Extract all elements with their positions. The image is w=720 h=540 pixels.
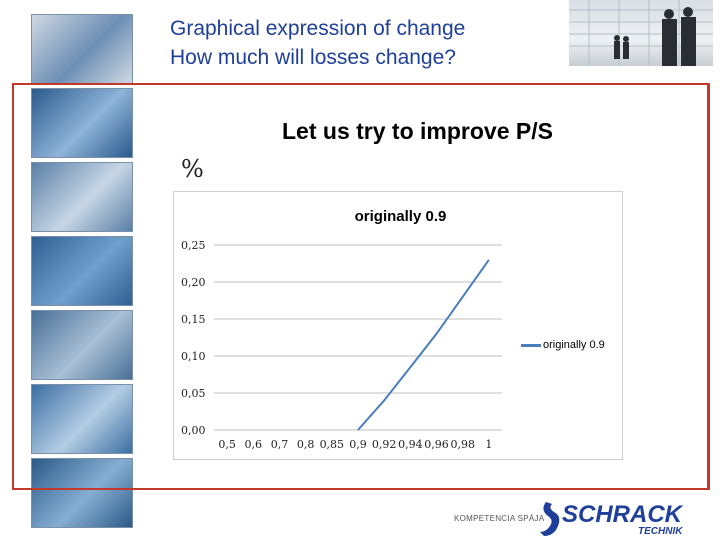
schrack-logo: SCHRACK TECHNIK bbox=[540, 501, 684, 537]
x-tick-label: 0,98 bbox=[450, 438, 475, 451]
y-tick-label: 0,00 bbox=[181, 424, 206, 437]
y-tick-label: 0,10 bbox=[181, 350, 206, 363]
x-tick-label: 0,94 bbox=[398, 438, 423, 451]
x-tick-label: 0,5 bbox=[218, 438, 236, 451]
unit-symbol: % bbox=[181, 155, 204, 183]
footer-tagline: KOMPETENCIA SPÁJA bbox=[454, 514, 545, 523]
x-tick-label: 0,6 bbox=[245, 438, 263, 451]
light-fixture-photo-icon bbox=[31, 458, 133, 528]
x-tick-label: 1 bbox=[485, 438, 492, 451]
series-line bbox=[357, 259, 490, 431]
y-tick-label: 0,25 bbox=[181, 239, 206, 252]
intercom-device-photo-icon bbox=[31, 162, 133, 232]
fiber-optic-cable-photo-icon bbox=[31, 384, 133, 454]
page-title-line1: Graphical expression of change bbox=[170, 17, 466, 40]
network-patch-panel-photo-icon bbox=[31, 310, 133, 380]
x-tick-label: 0,92 bbox=[372, 438, 397, 451]
x-tick-label: 0,85 bbox=[320, 438, 345, 451]
business-people-photo bbox=[569, 0, 713, 66]
chart-legend: originally 0.9 bbox=[521, 339, 605, 351]
page-title: Graphical expression of change How much … bbox=[170, 14, 465, 72]
circuit-breaker-photo-icon bbox=[31, 14, 133, 84]
content-frame bbox=[12, 83, 710, 490]
slide-subtitle: Let us try to improve P/S bbox=[282, 118, 553, 144]
page-title-line2: How much will losses change? bbox=[170, 46, 456, 69]
x-tick-label: 0,7 bbox=[271, 438, 289, 451]
legend-swatch bbox=[521, 343, 541, 347]
x-tick-label: 0,8 bbox=[297, 438, 315, 451]
losses-line-chart: 0,25 0,20 0,15 0,10 0,05 0,00 0,5 0,6 0,7 0,8 0,85… bbox=[181, 239, 502, 451]
svg-text:TECHNIK: TECHNIK bbox=[638, 526, 683, 537]
chart-container: originally 0.9 0,25 0,20 0,15 0,10 0,05 0,00 0… bbox=[173, 191, 623, 460]
exit-sign-photo-icon bbox=[31, 236, 133, 306]
cable-bundle-photo-icon bbox=[31, 88, 133, 158]
x-tick-label: 0,9 bbox=[349, 438, 367, 451]
y-tick-label: 0,15 bbox=[181, 313, 206, 326]
y-tick-label: 0,20 bbox=[181, 276, 206, 289]
y-tick-label: 0,05 bbox=[181, 387, 206, 400]
legend-label: originally 0.9 bbox=[543, 339, 605, 351]
svg-text:SCHRACK: SCHRACK bbox=[562, 501, 684, 528]
chart-title: originally 0.9 bbox=[354, 208, 447, 225]
x-tick-label: 0,96 bbox=[424, 438, 449, 451]
